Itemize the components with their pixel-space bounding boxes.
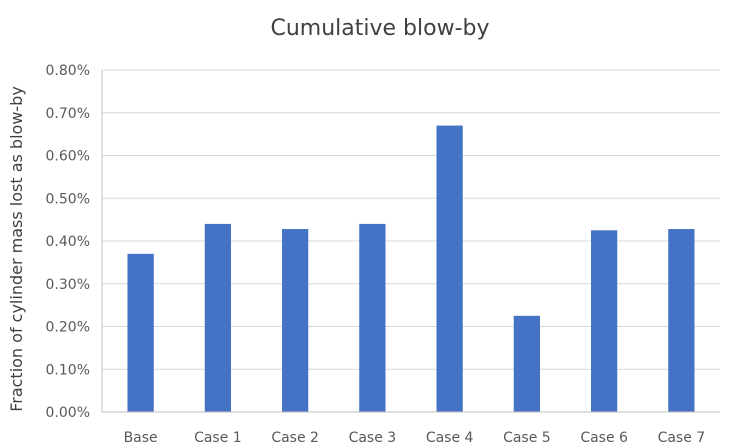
bar: [436, 125, 463, 412]
chart-title: Cumulative blow-by: [270, 16, 489, 41]
y-tick-label: 0.00%: [46, 405, 90, 421]
bar: [127, 253, 154, 412]
x-tick-label: Case 6: [580, 430, 628, 446]
x-tick-label: Base: [124, 430, 158, 446]
x-tick-label: Case 1: [194, 430, 242, 446]
y-tick-label: 0.20%: [46, 320, 90, 336]
x-tick-label: Case 3: [349, 430, 397, 446]
x-tick-label: Case 7: [658, 430, 706, 446]
y-tick-label: 0.70%: [46, 106, 90, 122]
x-tick-label: Case 2: [271, 430, 319, 446]
bar: [281, 229, 309, 412]
bar: [359, 223, 386, 412]
y-tick-label: 0.60%: [46, 149, 90, 165]
y-tick-label: 0.80%: [46, 63, 90, 79]
x-tick-label: Case 4: [426, 430, 474, 446]
gridlines: [102, 69, 720, 370]
bar: [668, 229, 695, 412]
y-tick-label: 0.50%: [46, 191, 90, 207]
y-axis-title: Fraction of cylinder mass lost as blow-b…: [7, 86, 26, 412]
y-tick-label: 0.10%: [46, 362, 90, 378]
x-axis-ticks: Base Case 1 Case 2 Case 3 Case 4 Case 5 Case 6…: [124, 430, 706, 446]
y-axis-ticks: 0.00% 0.10% 0.20% 0.30% 0.40% 0.50% 0.60% 0.70%…: [46, 63, 90, 421]
y-tick-label: 0.40%: [46, 234, 90, 250]
x-tick-label: Case 5: [503, 430, 551, 446]
bar: [513, 315, 541, 412]
bar: [590, 230, 618, 412]
y-tick-label: 0.30%: [46, 277, 90, 293]
bars: [127, 125, 695, 412]
bar: [204, 223, 232, 412]
